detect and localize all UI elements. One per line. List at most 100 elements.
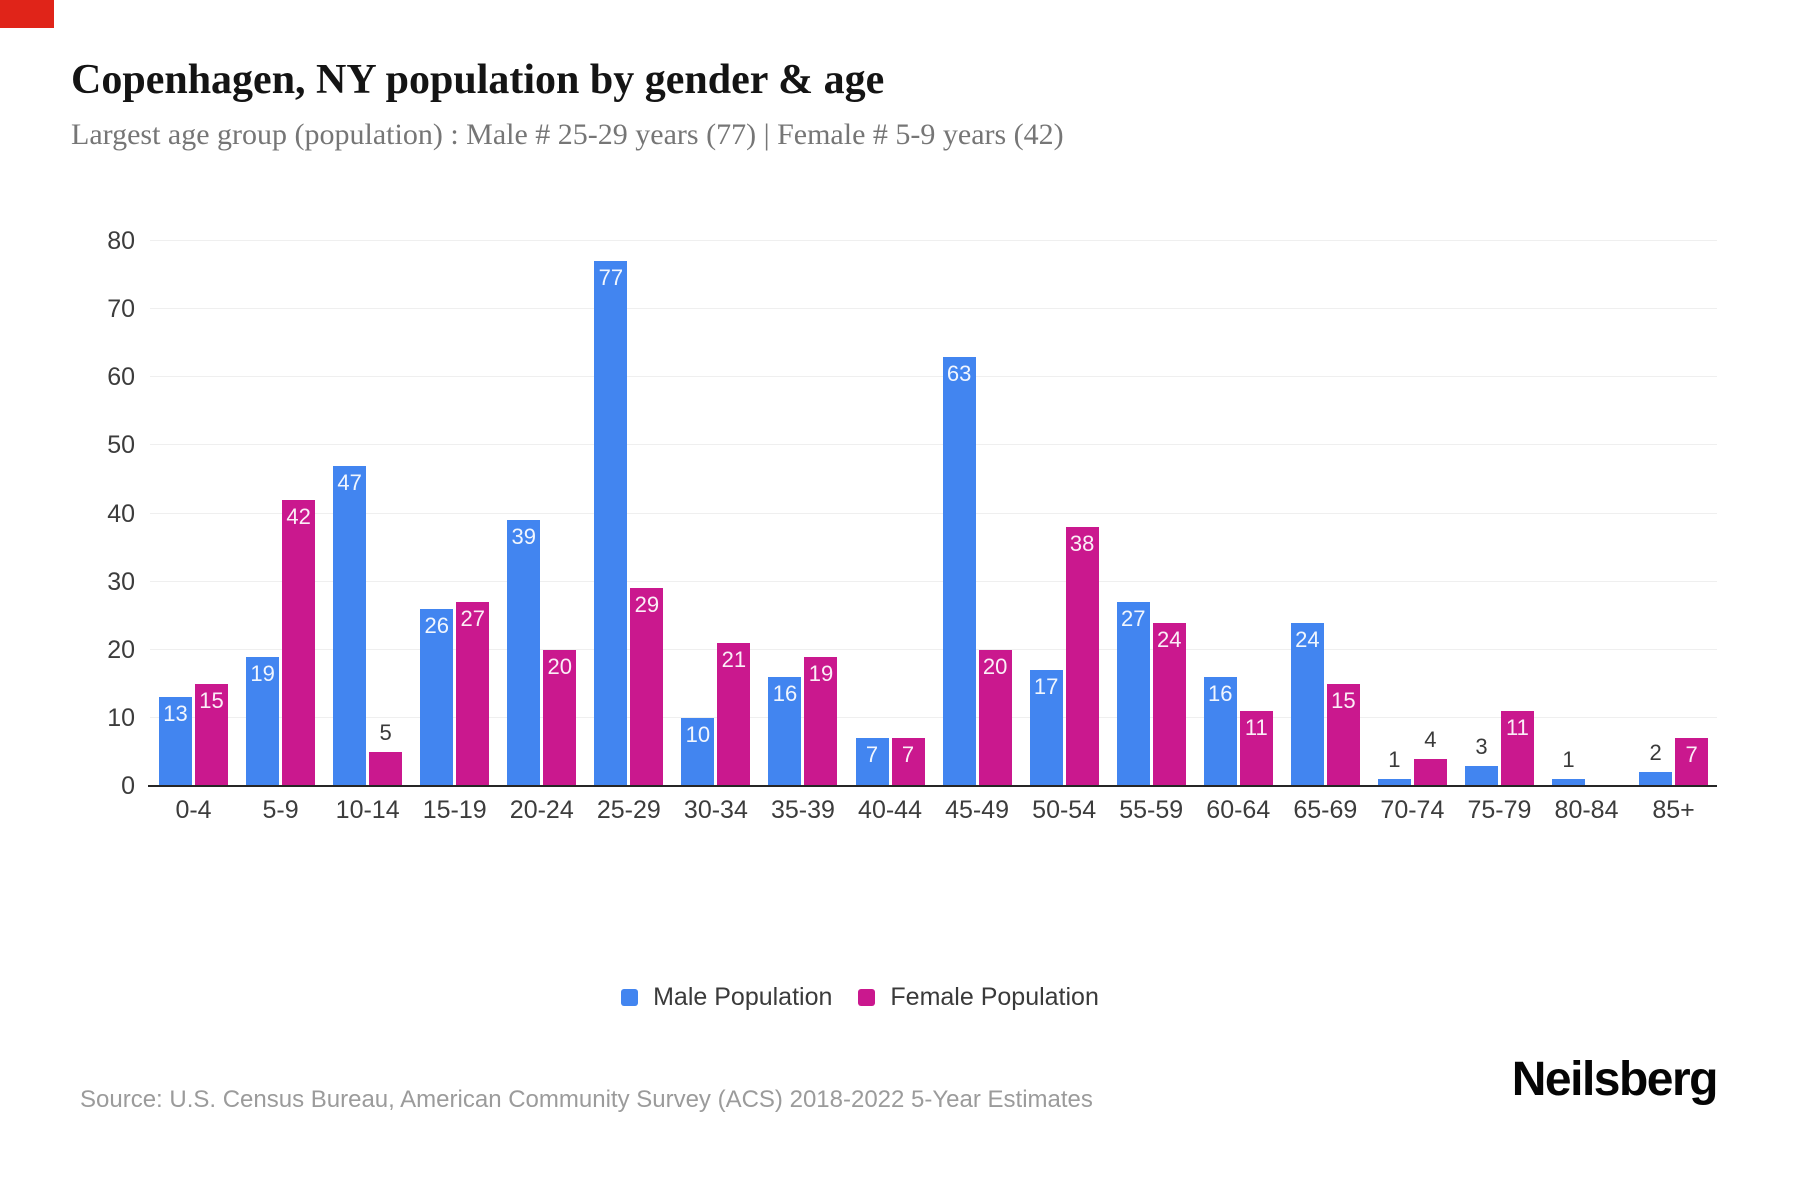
bar-male[interactable]: 63 xyxy=(942,356,976,786)
x-tick-label: 60-64 xyxy=(1206,796,1271,824)
bar-male[interactable]: 16 xyxy=(1203,677,1237,786)
bar-male[interactable]: 24 xyxy=(1290,622,1324,786)
bar-male[interactable]: 10 xyxy=(681,717,715,786)
bar-value-label: 1 xyxy=(1388,747,1401,773)
bar-value-label: 27 xyxy=(1120,606,1146,632)
bar-female[interactable]: 7 xyxy=(891,738,925,786)
bar-value-label: 26 xyxy=(424,612,449,638)
bar-female[interactable]: 15 xyxy=(1326,683,1360,786)
bar-male[interactable]: 17 xyxy=(1029,670,1063,786)
x-tick-label: 50-54 xyxy=(1032,796,1097,824)
bar-value-label: 5 xyxy=(379,719,392,745)
bar-male[interactable]: 3 xyxy=(1464,734,1498,786)
legend-item[interactable]: Female Population xyxy=(858,983,1099,1012)
bar-value-label: 4 xyxy=(1424,726,1437,752)
y-tick-label: 30 xyxy=(107,567,135,596)
bar-value-label: 24 xyxy=(1295,626,1320,652)
y-tick-label: 20 xyxy=(107,635,135,664)
bar-value-label: 7 xyxy=(901,742,915,768)
bar-male[interactable]: 1 xyxy=(1377,747,1411,786)
bar-male[interactable]: 26 xyxy=(420,608,454,786)
source-text: Source: U.S. Census Bureau, American Com… xyxy=(80,1086,1093,1113)
x-tick-label: 40-44 xyxy=(858,796,922,824)
x-tick-label: 45-49 xyxy=(945,796,1010,824)
x-tick-label: 85+ xyxy=(1652,796,1695,824)
x-tick-label: 70-74 xyxy=(1380,796,1445,824)
bar-groups: 13 15 19 42 47 5 26 27 39 20 77 29 10 21 16 19 7 7 63 20 17 3… xyxy=(150,241,1717,786)
bar-value-label: 19 xyxy=(808,660,834,686)
bar-group: 19 42 xyxy=(237,241,324,786)
x-tick-label: 25-29 xyxy=(596,796,661,824)
bar-male[interactable]: 77 xyxy=(594,261,628,786)
bar-female[interactable]: 11 xyxy=(1239,711,1273,786)
bar-value-label: 7 xyxy=(865,742,879,768)
legend-item[interactable]: Male Population xyxy=(621,983,832,1012)
bar-value-label: 24 xyxy=(1156,626,1182,652)
bar-female[interactable]: 29 xyxy=(630,588,664,786)
x-axis: 0-4 5-9 10-14 15-19 20-24 25-29 30-34 35-39 40-4… xyxy=(150,796,1717,825)
bar-female[interactable]: 27 xyxy=(456,602,490,786)
bar-value-label: 7 xyxy=(1685,742,1698,768)
x-tick-label: 65-69 xyxy=(1293,796,1358,824)
grid-line xyxy=(150,512,1717,514)
bar-male[interactable]: 1 xyxy=(1552,747,1586,786)
bar-female[interactable]: 38 xyxy=(1065,527,1099,786)
bar-female[interactable]: 11 xyxy=(1500,711,1534,786)
y-tick-label: 70 xyxy=(107,295,135,324)
bar-male[interactable]: 47 xyxy=(333,465,367,786)
x-tick-label: 20-24 xyxy=(509,796,574,824)
grid-line xyxy=(150,376,1717,378)
bar-male[interactable]: 39 xyxy=(507,520,541,786)
legend: Male Population Female Population xyxy=(0,983,1760,1012)
bar-group: 3 11 xyxy=(1456,241,1543,786)
bar-female[interactable]: 21 xyxy=(717,642,751,786)
bar-group: 27 24 xyxy=(1108,241,1195,786)
x-tick-label: 0-4 xyxy=(175,796,212,824)
bar-group: 63 20 xyxy=(934,241,1021,786)
bar-value-label: 1 xyxy=(1562,747,1575,773)
bar-value-label: 2 xyxy=(1649,740,1662,766)
y-axis: 0 10 20 30 40 50 60 70 80 xyxy=(55,228,135,799)
bar-group: 47 5 xyxy=(324,241,411,786)
bar-male[interactable]: 16 xyxy=(768,677,802,786)
bar-male[interactable]: 19 xyxy=(246,656,280,786)
bar-female[interactable]: 4 xyxy=(1413,727,1447,786)
bar-group: 17 38 xyxy=(1021,241,1108,786)
bar-group: 24 15 xyxy=(1282,241,1369,786)
bar-female[interactable]: 19 xyxy=(804,656,838,786)
bar-value-label: 20 xyxy=(982,653,1008,679)
x-tick-label: 5-9 xyxy=(262,796,299,824)
bar-female[interactable]: 5 xyxy=(369,720,403,786)
x-tick-label: 55-59 xyxy=(1119,796,1184,824)
bar-male[interactable]: 2 xyxy=(1639,740,1673,786)
bar-female[interactable]: 7 xyxy=(1675,738,1709,786)
bar-value-label: 15 xyxy=(199,687,224,713)
bar-male[interactable]: 7 xyxy=(855,738,889,786)
bar-female[interactable]: 20 xyxy=(543,649,577,786)
bar-female[interactable]: 42 xyxy=(282,499,316,786)
bar-value-label: 3 xyxy=(1475,733,1488,759)
x-tick-label: 30-34 xyxy=(683,796,748,824)
bar-value-label: 16 xyxy=(772,681,798,706)
x-axis-line xyxy=(148,785,1717,787)
bar-group: 16 11 xyxy=(1195,241,1282,786)
bar-male[interactable]: 13 xyxy=(159,697,193,786)
chart-title: Copenhagen, NY population by gender & ag… xyxy=(71,57,885,103)
bar-value-label: 47 xyxy=(337,469,362,495)
legend-swatch-icon xyxy=(858,989,876,1006)
bar-group: 26 27 xyxy=(411,241,498,786)
y-tick-label: 60 xyxy=(107,363,135,392)
bar-value-label: 29 xyxy=(634,592,660,618)
bar-female[interactable]: 20 xyxy=(978,649,1012,786)
bar-value-label: 27 xyxy=(460,606,485,632)
chart-subtitle: Largest age group (population) : Male # … xyxy=(71,118,1064,151)
bar-male[interactable]: 27 xyxy=(1116,602,1150,786)
bar-female[interactable]: 24 xyxy=(1152,622,1186,786)
bar-value-label: 77 xyxy=(598,265,624,291)
x-tick-label: 35-39 xyxy=(770,796,835,824)
bar-female[interactable]: 15 xyxy=(195,683,229,786)
y-tick-label: 80 xyxy=(107,227,135,255)
